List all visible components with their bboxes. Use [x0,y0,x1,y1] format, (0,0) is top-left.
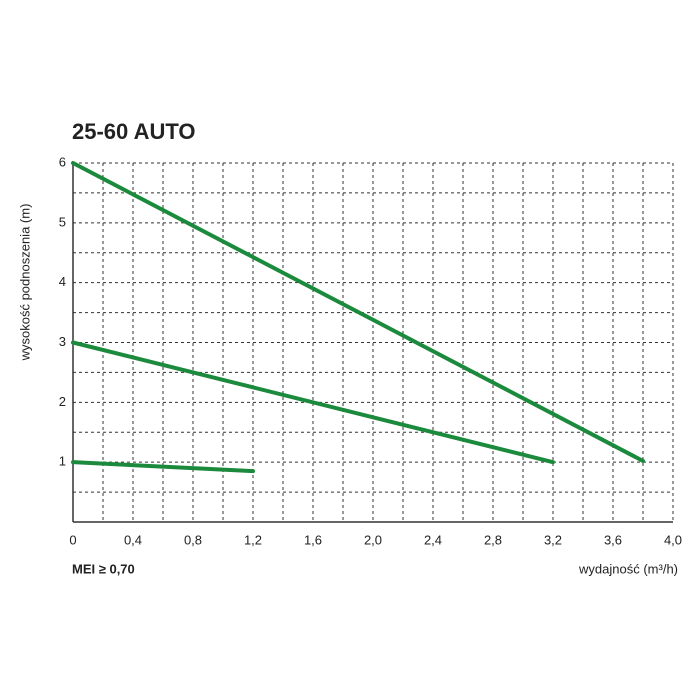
y-tick-label: 1 [59,454,66,469]
y-tick-label: 2 [59,394,66,409]
series-line [71,460,255,474]
x-tick-label: 2,0 [364,532,382,547]
series-line [71,340,555,465]
x-tick-label: 3,2 [544,532,562,547]
x-tick-label: 1,6 [304,532,322,547]
y-axis-label: wysokość podnoszenia (m) [17,204,32,362]
x-tick-label: 3,6 [604,532,622,547]
y-tick-label: 3 [59,334,66,349]
x-tick-label: 2,8 [484,532,502,547]
y-tick-label: 6 [59,154,66,169]
y-tick-label: 5 [59,214,66,229]
x-tick-label: 0,8 [184,532,202,547]
x-tick-label: 2,4 [424,532,442,547]
x-tick-label: 1,2 [244,532,262,547]
note: MEI ≥ 0,70 [72,561,135,576]
x-tick-label: 0,4 [124,532,142,547]
series-line [71,161,645,463]
x-tick-label: 4,0 [664,532,682,547]
y-tick-label: 4 [59,274,66,289]
x-tick-label: 0 [69,532,76,547]
chart-title: 25-60 AUTO [72,119,196,144]
x-axis-label: wydajność (m³/h) [578,561,678,576]
